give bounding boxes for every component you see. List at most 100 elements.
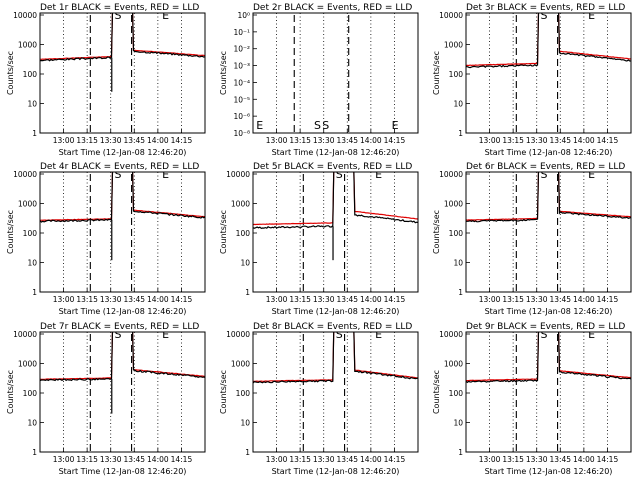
y-tick-label: 10⁻⁴ (233, 78, 250, 87)
panel-title: Det 1r BLACK = Events, RED = LLD (40, 3, 199, 13)
x-tick-label: 13:30 (100, 136, 122, 145)
panel-det-3: Det 3r BLACK = Events, RED = LLD Counts/s… (432, 3, 632, 157)
series-events-line (40, 172, 205, 223)
y-tick-label: 1 (458, 288, 463, 297)
y-tick-label: 10000 (13, 11, 37, 20)
x-tick-label: 13:15 (76, 136, 98, 145)
y-tick-label: 1000 (18, 360, 37, 369)
series-events-line (253, 172, 418, 229)
series-lld-line (466, 172, 631, 221)
y-tick-label: 10⁻⁸ (233, 129, 250, 138)
y-axis-label: Counts/sec (6, 370, 15, 414)
y-tick-label: 1000 (231, 360, 250, 369)
y-tick-label: 10⁻³ (233, 62, 250, 71)
panel-title: Det 8r BLACK = Events, RED = LLD (253, 322, 412, 332)
x-axis-label: Start Time (12-Jan-08 12:46:20) (59, 148, 187, 157)
y-tick-label: 10 (453, 100, 463, 109)
y-tick-label: 1000 (18, 200, 37, 209)
x-tick-label: 14:15 (384, 295, 406, 304)
y-tick-label: 10 (240, 419, 250, 428)
x-tick-label: 14:00 (360, 136, 382, 145)
x-tick-label: 14:15 (597, 455, 619, 464)
x-tick-label: 13:45 (336, 295, 358, 304)
series-events-line (40, 332, 205, 382)
y-tick-label: 1 (458, 129, 463, 138)
y-tick-label: 10⁻¹ (233, 28, 250, 37)
x-tick-label: 13:45 (336, 136, 358, 145)
y-axis-label: Counts/sec (432, 51, 441, 95)
plot-frame (252, 171, 419, 293)
x-tick-label: 13:00 (266, 295, 288, 304)
interval-letter: S (541, 328, 548, 341)
y-tick-label: 1000 (444, 200, 463, 209)
y-tick-label: 1 (458, 448, 463, 457)
interval-letter: S (322, 119, 329, 132)
x-axis-label: Start Time (12-Jan-08 12:46:20) (59, 467, 187, 476)
x-tick-label: 13:45 (123, 136, 145, 145)
interval-letter: S (314, 119, 321, 132)
x-tick-label: 14:00 (360, 455, 382, 464)
x-tick-label: 14:00 (360, 295, 382, 304)
x-axis-label: Start Time (12-Jan-08 12:46:20) (272, 148, 400, 157)
interval-letter: E (162, 9, 169, 22)
panel-title: Det 4r BLACK = Events, RED = LLD (40, 162, 199, 172)
x-tick-label: 13:00 (266, 455, 288, 464)
y-tick-label: 10 (27, 100, 37, 109)
y-tick-label: 100 (23, 229, 38, 238)
interval-letter: S (541, 168, 548, 181)
y-axis-label: Counts/sec (6, 210, 15, 254)
interval-letter: E (162, 328, 169, 341)
series-events-line (253, 332, 418, 384)
x-tick-label: 14:00 (147, 455, 169, 464)
panel-det-9: Det 9r BLACK = Events, RED = LLD Counts/s… (432, 322, 632, 476)
plot-frame (39, 331, 206, 453)
x-tick-label: 14:15 (171, 455, 193, 464)
y-tick-label: 10⁰ (237, 11, 250, 20)
x-tick-label: 13:00 (479, 295, 501, 304)
y-tick-label: 1000 (231, 200, 250, 209)
panel-title: Det 6r BLACK = Events, RED = LLD (466, 162, 625, 172)
plot-frame (465, 331, 632, 453)
x-tick-label: 13:00 (53, 295, 75, 304)
panel-title: Det 9r BLACK = Events, RED = LLD (466, 322, 625, 332)
y-tick-label: 10000 (13, 170, 37, 179)
y-tick-label: 100 (449, 70, 464, 79)
interval-letter: E (588, 9, 595, 22)
x-tick-label: 13:00 (479, 455, 501, 464)
y-axis-label: Counts/sec (219, 210, 228, 254)
x-tick-label: 14:15 (384, 455, 406, 464)
series-events-line (40, 13, 205, 62)
x-tick-label: 13:30 (100, 455, 122, 464)
y-tick-label: 10 (240, 259, 250, 268)
series-lld-line (253, 172, 418, 226)
x-tick-label: 13:30 (313, 455, 335, 464)
x-tick-label: 13:00 (266, 136, 288, 145)
x-tick-label: 14:15 (597, 295, 619, 304)
x-tick-label: 14:00 (573, 136, 595, 145)
interval-letter: S (115, 9, 122, 22)
panel-title: Det 7r BLACK = Events, RED = LLD (40, 322, 199, 332)
panel-det-1: Det 1r BLACK = Events, RED = LLD Counts/s… (6, 3, 206, 157)
plot-frame (39, 12, 206, 134)
series-events-line (466, 332, 631, 384)
x-tick-label: 13:30 (526, 455, 548, 464)
y-tick-label: 100 (23, 389, 38, 398)
x-axis-label: Start Time (12-Jan-08 12:46:20) (272, 307, 400, 316)
plot-frame (252, 12, 419, 134)
panel-title: Det 3r BLACK = Events, RED = LLD (466, 3, 625, 13)
y-tick-label: 10⁻² (233, 45, 250, 54)
series-events-line (466, 13, 631, 69)
y-tick-label: 100 (23, 70, 38, 79)
panel-det-2: Det 2r BLACK = Events, RED = LLD Counts/s… (219, 3, 419, 157)
interval-letter: E (375, 168, 382, 181)
y-tick-label: 100 (236, 229, 251, 238)
y-tick-label: 1000 (444, 41, 463, 50)
y-tick-label: 10000 (439, 11, 463, 20)
x-tick-label: 13:30 (526, 295, 548, 304)
